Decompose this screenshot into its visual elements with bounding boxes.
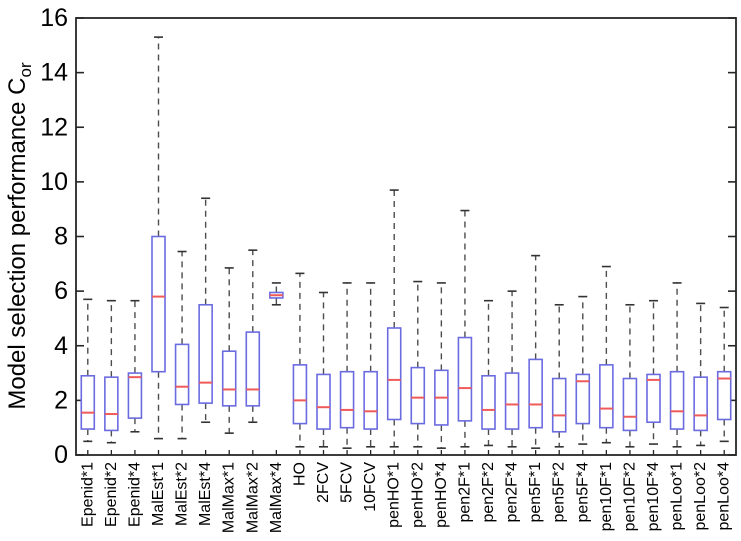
- y-tick-label: 10: [40, 168, 68, 196]
- x-tick-label: pen2F*2: [480, 462, 497, 523]
- x-tick-label: MalEst*4: [197, 462, 214, 526]
- x-tick-label: penHO*4: [433, 462, 450, 528]
- x-tick-label: penLoo*2: [692, 462, 709, 531]
- y-tick-label: 6: [54, 277, 68, 305]
- iqr-box: [575, 373, 591, 425]
- x-tick-label: pen5F*4: [574, 462, 591, 523]
- y-tick-label: 12: [40, 113, 68, 141]
- x-tick-label: Epenid*2: [103, 462, 120, 527]
- iqr-box: [410, 366, 426, 425]
- y-axis-label-text: Model selection performance C: [4, 77, 32, 410]
- iqr-box: [504, 372, 520, 430]
- iqr-box: [716, 370, 732, 421]
- x-tick-label: penHO*2: [409, 462, 426, 528]
- iqr-box: [80, 374, 96, 430]
- x-tick-label: Epenid*4: [126, 462, 143, 527]
- y-tick-label: 0: [54, 441, 68, 469]
- iqr-box: [104, 376, 119, 432]
- iqr-box: [669, 370, 685, 430]
- x-tick-label: pen5F*2: [551, 462, 568, 523]
- iqr-box: [622, 377, 638, 432]
- x-tick-label: pen10F*1: [598, 462, 615, 531]
- iqr-box: [151, 235, 166, 373]
- x-tick-label: HO: [291, 462, 308, 486]
- x-tick-label: 10FCV: [362, 462, 379, 512]
- x-tick-label: 2FCV: [315, 462, 332, 503]
- x-tick-label: MalEst*2: [174, 462, 191, 526]
- iqr-box: [198, 303, 213, 404]
- iqr-box: [127, 372, 143, 419]
- iqr-box: [292, 364, 308, 425]
- iqr-box: [363, 370, 378, 430]
- x-tick-label: pen5F*1: [527, 462, 544, 523]
- iqr-box: [339, 370, 355, 429]
- y-axis-label: Model selection performance Cor: [4, 62, 36, 409]
- x-tick-label: pen2F*4: [504, 462, 521, 523]
- iqr-box: [245, 331, 261, 407]
- y-axis-label-subscript: or: [15, 62, 35, 78]
- iqr-box: [693, 376, 708, 432]
- x-tick-label: Epenid*1: [79, 462, 96, 527]
- iqr-box: [221, 350, 237, 407]
- iqr-box: [386, 327, 402, 421]
- x-tick-label: penLoo*1: [669, 462, 686, 531]
- y-tick-label: 2: [54, 386, 68, 414]
- iqr-box: [316, 373, 331, 430]
- x-tick-label: MalEst*1: [150, 462, 167, 526]
- iqr-box: [528, 358, 543, 429]
- iqr-box: [551, 377, 567, 433]
- y-tick-label: 8: [54, 223, 68, 251]
- iqr-box: [599, 364, 614, 429]
- iqr-box: [646, 373, 661, 424]
- x-tick-label: MalMax*1: [221, 462, 238, 533]
- iqr-box: [457, 336, 473, 422]
- x-tick-label: penLoo*4: [716, 462, 733, 531]
- y-tick-label: 4: [54, 332, 68, 360]
- y-tick-label: 14: [40, 59, 68, 87]
- x-tick-label: pen10F*2: [621, 462, 638, 531]
- x-tick-label: 5FCV: [339, 462, 356, 503]
- x-tick-label: pen10F*4: [645, 462, 662, 531]
- x-tick-label: MalMax*2: [244, 462, 261, 533]
- y-tick-label: 16: [40, 4, 68, 32]
- iqr-box: [481, 374, 496, 430]
- x-tick-label: penHO*1: [386, 462, 403, 528]
- iqr-box: [174, 343, 190, 406]
- x-tick-label: MalMax*4: [268, 462, 285, 533]
- x-tick-label: pen2F*1: [456, 462, 473, 523]
